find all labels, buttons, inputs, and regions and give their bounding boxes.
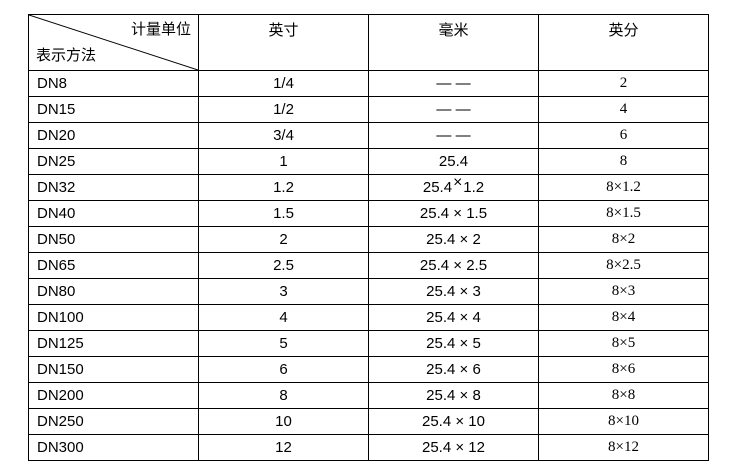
dn-designation-cell: DN25: [28, 148, 199, 175]
corner-label-measure-unit: 计量单位: [130, 21, 191, 38]
millimeter-value-cell: 25.4 × 4: [368, 304, 539, 331]
table-row: DN200 8 25.4 × 8 8×8: [28, 382, 709, 409]
millimeter-value-cell: 25.4 × 2.5: [368, 252, 539, 279]
table-row: DN80 3 25.4 × 3 8×3: [28, 278, 709, 305]
inch-value-cell: 4: [198, 304, 369, 331]
inch-value-cell: 10: [198, 408, 369, 435]
column-header-millimeter: 毫米: [368, 14, 539, 71]
inch-value-cell: 1: [198, 148, 369, 175]
corner-label-notation-method: 表示方法: [36, 47, 97, 64]
dn-designation-cell: DN300: [28, 434, 199, 461]
table-row: DN125 5 25.4 × 5 8×5: [28, 330, 709, 357]
raised-multiplication-sign: ×: [453, 174, 463, 191]
yingfen-value-cell: 8×6: [538, 356, 709, 383]
yingfen-value-cell: 2: [538, 70, 709, 97]
yingfen-value-cell: 8: [538, 148, 709, 175]
dn-designation-cell: DN100: [28, 304, 199, 331]
yingfen-value-cell: 8×1.2: [538, 174, 709, 201]
column-header-inch: 英寸: [198, 14, 369, 71]
yingfen-value-cell: 8×10: [538, 408, 709, 435]
yingfen-value-cell: 8×8: [538, 382, 709, 409]
table-row: DN32 1.2 25.4×1.2 8×1.2: [28, 174, 709, 201]
inch-value-cell: 3/4: [198, 122, 369, 149]
dn-conversion-table: 计量单位 表示方法 英寸 毫米 英分 DN8 1/4— —2 DN15 1/2— —4…: [28, 14, 709, 461]
millimeter-value-cell: 25.4 × 5: [368, 330, 539, 357]
inch-value-cell: 1/4: [198, 70, 369, 97]
inch-value-cell: 2: [198, 226, 369, 253]
yingfen-value-cell: 8×12: [538, 434, 709, 461]
millimeter-value-cell: 25.4 × 12: [368, 434, 539, 461]
inch-value-cell: 8: [198, 382, 369, 409]
dn-designation-cell: DN50: [28, 226, 199, 253]
yingfen-value-cell: 8×2: [538, 226, 709, 253]
millimeter-value-cell: 25.4 × 10: [368, 408, 539, 435]
table-row: DN50 2 25.4 × 2 8×2: [28, 226, 709, 253]
dn-designation-cell: DN200: [28, 382, 199, 409]
inch-value-cell: 3: [198, 278, 369, 305]
yingfen-value-cell: 8×5: [538, 330, 709, 357]
table-row: DN100 4 25.4 × 4 8×4: [28, 304, 709, 331]
dn-designation-cell: DN40: [28, 200, 199, 227]
yingfen-value-cell: 6: [538, 122, 709, 149]
dn-designation-cell: DN80: [28, 278, 199, 305]
dn-designation-cell: DN15: [28, 96, 199, 123]
inch-value-cell: 1/2: [198, 96, 369, 123]
millimeter-value-cell: — —: [368, 70, 539, 97]
table-row: DN300 12 25.4 × 12 8×12: [28, 434, 709, 461]
dn-designation-cell: DN20: [28, 122, 199, 149]
inch-value-cell: 1.2: [198, 174, 369, 201]
table-row: DN250 10 25.4 × 10 8×10: [28, 408, 709, 435]
inch-value-cell: 2.5: [198, 252, 369, 279]
column-header-yingfen: 英分: [538, 14, 709, 71]
millimeter-value-cell: 25.4 × 3: [368, 278, 539, 305]
diagonal-divider-line: [29, 15, 198, 70]
table-body: DN8 1/4— —2 DN15 1/2— —4 DN20 3/4— —6 DN25 1 25.…: [28, 70, 709, 461]
table-row: DN40 1.5 25.4 × 1.5 8×1.5: [28, 200, 709, 227]
millimeter-value-cell: 25.4 × 1.5: [368, 200, 539, 227]
header-row: 计量单位 表示方法 英寸 毫米 英分: [28, 14, 709, 71]
table-row: DN65 2.5 25.4 × 2.5 8×2.5: [28, 252, 709, 279]
yingfen-value-cell: 8×2.5: [538, 252, 709, 279]
table-row: DN150 6 25.4 × 6 8×6: [28, 356, 709, 383]
yingfen-value-cell: 8×3: [538, 278, 709, 305]
dn-designation-cell: DN125: [28, 330, 199, 357]
corner-header-cell: 计量单位 表示方法: [28, 14, 199, 71]
millimeter-value-cell: — —: [368, 122, 539, 149]
table-row: DN20 3/4— —6: [28, 122, 709, 149]
table-row: DN15 1/2— —4: [28, 96, 709, 123]
inch-value-cell: 1.5: [198, 200, 369, 227]
dn-designation-cell: DN250: [28, 408, 199, 435]
millimeter-value-cell: 25.4 × 2: [368, 226, 539, 253]
inch-value-cell: 5: [198, 330, 369, 357]
millimeter-value-cell: 25.4: [368, 148, 539, 175]
millimeter-value-cell: 25.4×1.2: [368, 174, 539, 201]
millimeter-value-cell: — —: [368, 96, 539, 123]
inch-value-cell: 6: [198, 356, 369, 383]
table-row: DN8 1/4— —2: [28, 70, 709, 97]
millimeter-value-cell: 25.4 × 6: [368, 356, 539, 383]
yingfen-value-cell: 8×4: [538, 304, 709, 331]
yingfen-value-cell: 8×1.5: [538, 200, 709, 227]
yingfen-value-cell: 4: [538, 96, 709, 123]
table-row: DN25 1 25.4 8: [28, 148, 709, 175]
inch-value-cell: 12: [198, 434, 369, 461]
dn-designation-cell: DN150: [28, 356, 199, 383]
dn-designation-cell: DN65: [28, 252, 199, 279]
dn-designation-cell: DN8: [28, 70, 199, 97]
dn-designation-cell: DN32: [28, 174, 199, 201]
millimeter-value-cell: 25.4 × 8: [368, 382, 539, 409]
